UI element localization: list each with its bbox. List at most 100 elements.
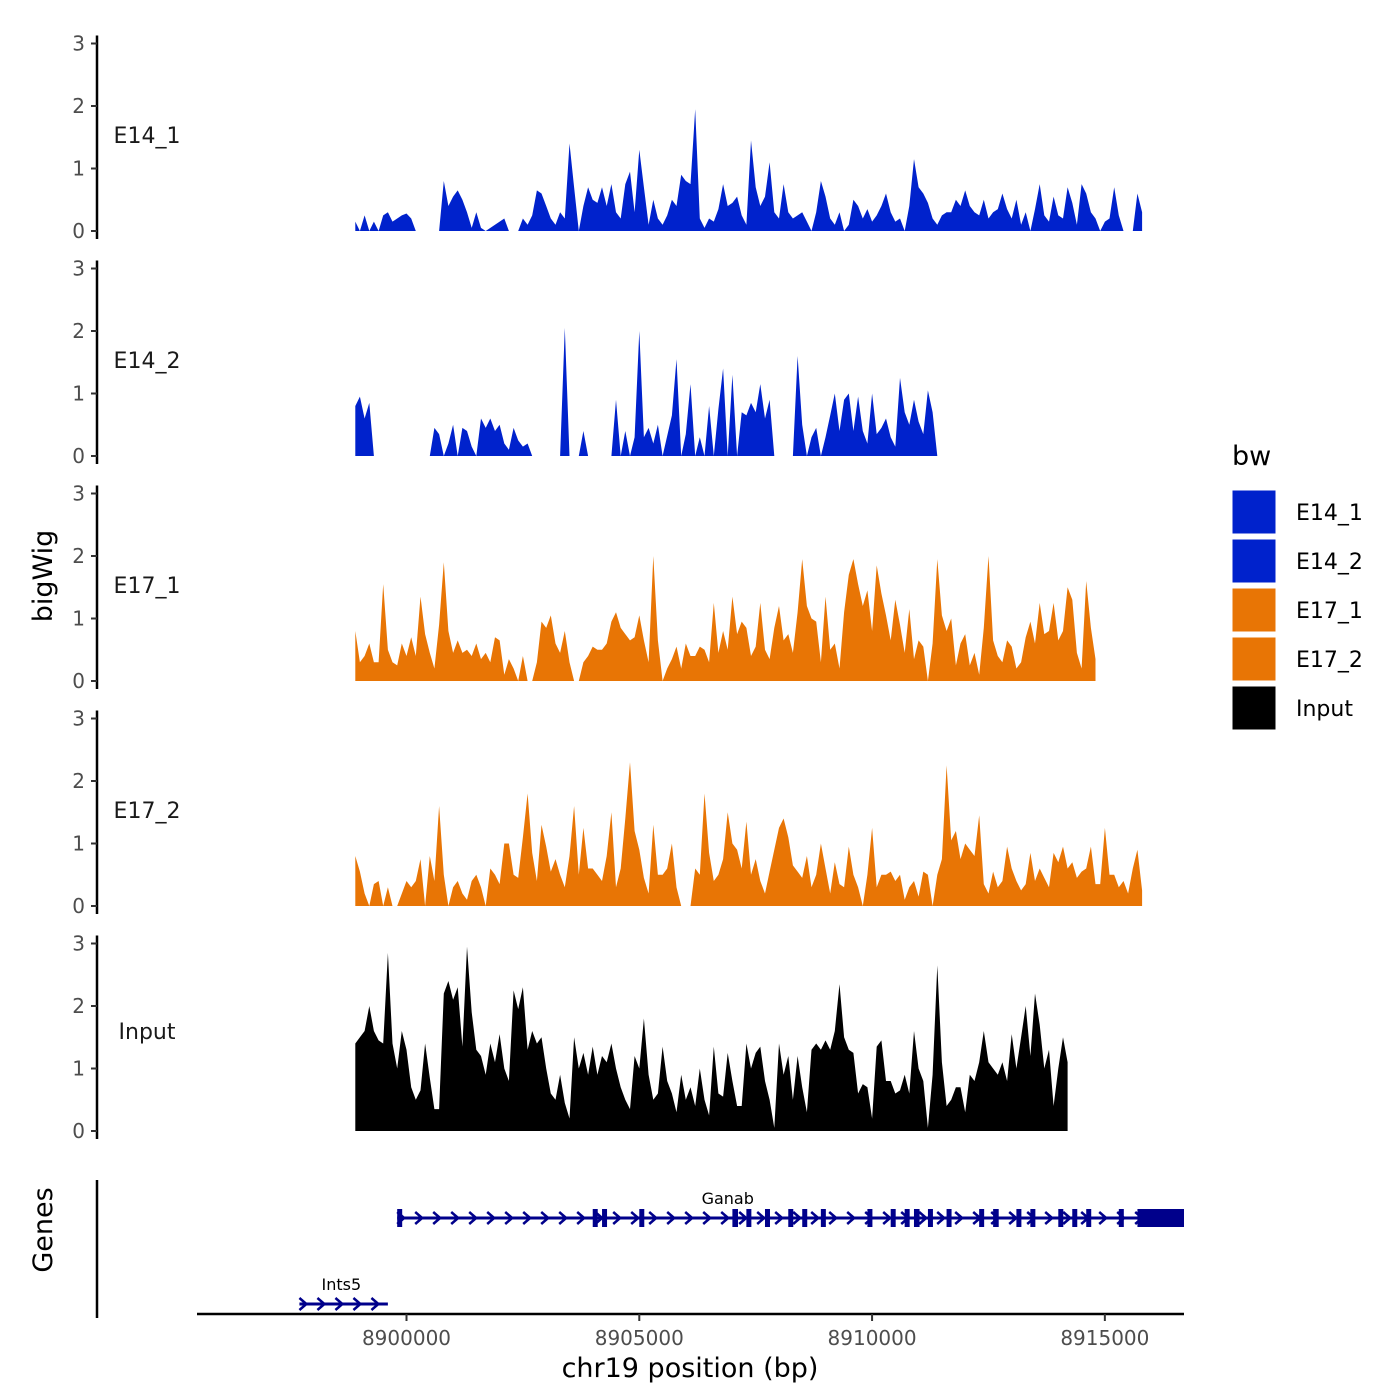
y-tick-label: 3 — [72, 707, 85, 731]
legend-swatch-E14_1 — [1231, 489, 1277, 535]
track-label-E17_2: E17_2 — [114, 799, 181, 824]
y-tick-label: 0 — [72, 219, 85, 243]
y-tick-label: 2 — [72, 544, 85, 568]
exon — [913, 1209, 920, 1227]
exon — [890, 1209, 896, 1227]
track-Input: 0 1 2 3 Input — [72, 932, 1068, 1143]
exon — [1016, 1209, 1022, 1227]
strand-arrow — [846, 1211, 857, 1225]
exon — [639, 1209, 645, 1227]
strand-arrow — [414, 1211, 425, 1225]
x-axis-title: chr19 position (bp) — [562, 1353, 819, 1384]
strand-arrow — [450, 1211, 461, 1225]
track-label-Input: Input — [119, 1020, 176, 1045]
exon — [867, 1209, 873, 1227]
strand-arrow — [1098, 1211, 1109, 1225]
legend-label-Input: Input — [1296, 697, 1353, 722]
exon — [1058, 1209, 1064, 1227]
strand-arrow — [720, 1211, 731, 1225]
gene-label: Ganab — [702, 1189, 754, 1208]
y-axis-title: bigWig — [28, 530, 59, 623]
strand-arrow — [522, 1211, 533, 1225]
gene-Ints5: Ints5 — [298, 1275, 388, 1311]
y-tick-label: 3 — [72, 257, 85, 281]
strand-arrow — [630, 1211, 641, 1225]
y-tick-label: 0 — [72, 444, 85, 468]
bigwig-tracks: 0 1 2 3 E14_1 0 1 2 3 E14_2 0 1 2 3 E17_1 0 1 2 3 E17_2 0 1 2 3… — [72, 32, 1143, 1143]
y-tick-label: 2 — [72, 769, 85, 793]
strand-arrow — [1008, 1211, 1019, 1225]
y-tick-label: 1 — [72, 1057, 85, 1081]
exon — [732, 1209, 738, 1227]
legend-swatch-E17_2 — [1231, 636, 1277, 682]
y-tick-label: 0 — [72, 669, 85, 693]
exon — [788, 1209, 794, 1227]
y-tick-label: 2 — [72, 94, 85, 118]
signal-area-E14_1 — [355, 109, 1143, 231]
strand-arrow — [882, 1211, 893, 1225]
strand-arrow — [1062, 1211, 1073, 1225]
exon — [993, 1209, 999, 1227]
strand-arrow — [756, 1211, 767, 1225]
strand-arrow — [468, 1211, 479, 1225]
exon — [1086, 1209, 1092, 1227]
exon — [946, 1209, 952, 1227]
signal-area-E17_2 — [355, 762, 1143, 906]
strand-arrow — [298, 1297, 309, 1311]
gene-track: Ganab Ints5 — [95, 1180, 1184, 1318]
strand-arrow — [738, 1211, 749, 1225]
strand-arrow — [612, 1211, 623, 1225]
exon — [602, 1209, 608, 1227]
strand-arrow — [334, 1297, 345, 1311]
strand-arrow — [352, 1297, 363, 1311]
y-tick-label: 2 — [72, 319, 85, 343]
legend: bw E14_1 E14_2 E17_1 E17_2 Input — [1231, 441, 1363, 731]
exon — [979, 1209, 985, 1227]
legend-swatch-E14_2 — [1231, 538, 1277, 584]
strand-arrow — [828, 1211, 839, 1225]
y-tick-label: 1 — [72, 832, 85, 856]
track-E17_1: 0 1 2 3 E17_1 — [72, 482, 1096, 693]
legend-swatch-E17_1 — [1231, 587, 1277, 633]
strand-arrow — [648, 1211, 659, 1225]
strand-arrow — [1044, 1211, 1055, 1225]
legend-label-E14_1: E14_1 — [1296, 501, 1363, 526]
track-E14_1: 0 1 2 3 E14_1 — [72, 32, 1143, 243]
x-tick-label: 8900000 — [362, 1326, 451, 1350]
strand-arrow — [684, 1211, 695, 1225]
exon — [927, 1209, 933, 1227]
legend-label-E17_2: E17_2 — [1296, 648, 1363, 673]
strand-arrow — [936, 1211, 947, 1225]
exon — [820, 1209, 826, 1227]
x-tick-label: 8915000 — [1060, 1326, 1149, 1350]
track-label-E17_1: E17_1 — [114, 574, 181, 599]
track-E17_2: 0 1 2 3 E17_2 — [72, 707, 1143, 918]
track-label-E14_1: E14_1 — [114, 124, 181, 149]
exon — [592, 1209, 598, 1227]
gene-label: Ints5 — [321, 1275, 361, 1294]
exon — [904, 1209, 910, 1227]
y-tick-label: 1 — [72, 382, 85, 406]
legend-swatch-Input — [1231, 685, 1277, 731]
x-axis-ticks: 8900000 8905000 8910000 8915000 — [362, 1314, 1149, 1350]
strand-arrow — [810, 1211, 821, 1225]
y-tick-label: 3 — [72, 32, 85, 56]
strand-arrow — [316, 1297, 327, 1311]
strand-arrow — [576, 1211, 587, 1225]
strand-arrow — [918, 1211, 929, 1225]
gene-Ganab: Ganab — [396, 1189, 1184, 1227]
y-tick-label: 0 — [72, 1119, 85, 1143]
exon — [1030, 1209, 1036, 1227]
y-tick-label: 1 — [72, 157, 85, 181]
legend-label-E14_2: E14_2 — [1296, 550, 1363, 575]
track-label-E14_2: E14_2 — [114, 349, 181, 374]
strand-arrow — [954, 1211, 965, 1225]
strand-arrow — [792, 1211, 803, 1225]
exon — [764, 1209, 770, 1227]
exon — [1137, 1209, 1184, 1227]
x-tick-label: 8905000 — [595, 1326, 684, 1350]
strand-arrow — [432, 1211, 443, 1225]
genes-axis-title: Genes — [28, 1187, 59, 1272]
strand-arrow — [666, 1211, 677, 1225]
